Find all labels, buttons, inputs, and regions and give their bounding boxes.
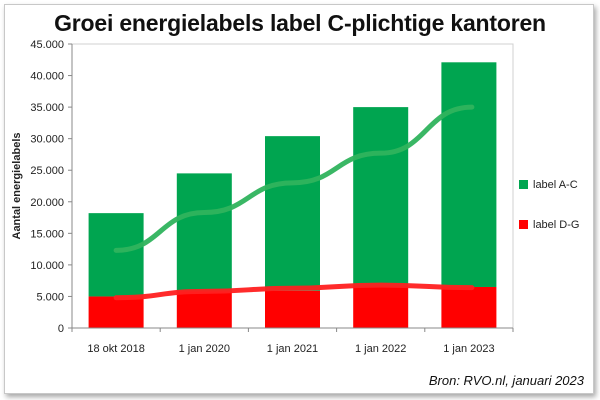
bar-label-a-c-1 <box>176 173 232 292</box>
x-tick-label: 1 jan 2022 <box>355 343 406 355</box>
bar-label-a-c-0 <box>88 213 144 297</box>
y-tick-label: 30.000 <box>30 134 64 146</box>
x-tick-label: 1 jan 2020 <box>179 343 230 355</box>
y-tick-label: 20.000 <box>30 197 64 209</box>
y-tick-label: 35.000 <box>30 102 64 114</box>
y-tick-label: 45.000 <box>30 39 64 51</box>
y-tick-label: 40.000 <box>30 71 64 83</box>
bar-label-a-c-3 <box>353 107 409 287</box>
y-tick-label: 0 <box>58 323 64 335</box>
y-tick-label: 10.000 <box>30 260 64 272</box>
bar-label-d-g-2 <box>265 290 320 328</box>
bar-label-d-g-0 <box>88 296 144 328</box>
x-tick-label: 1 jan 2021 <box>267 343 318 355</box>
legend-label: label A-C <box>533 179 578 191</box>
legend-label: label D-G <box>533 219 579 231</box>
y-tick-label: 25.000 <box>30 165 64 177</box>
y-tick-label: 15.000 <box>30 228 64 240</box>
bar-label-a-c-4 <box>441 62 497 287</box>
bar-label-a-c-2 <box>265 136 320 291</box>
bar-label-d-g-1 <box>176 291 232 328</box>
legend-swatch <box>519 180 528 189</box>
legend-swatch <box>519 220 528 229</box>
y-axis-label: Aantal energielabels <box>11 133 23 240</box>
trendline-label-a-c <box>113 104 475 253</box>
x-tick-label: 18 okt 2018 <box>87 343 145 355</box>
y-tick-label: 5.000 <box>36 291 64 303</box>
bar-label-d-g-3 <box>353 286 409 328</box>
bar-label-d-g-4 <box>441 286 497 328</box>
x-tick-label: 1 jan 2023 <box>443 343 494 355</box>
chart-title: Groei energielabels label C-plichtige ka… <box>54 10 546 36</box>
source-note: Bron: RVO.nl, januari 2023 <box>428 373 584 388</box>
trendline-label-d-g <box>113 282 475 301</box>
